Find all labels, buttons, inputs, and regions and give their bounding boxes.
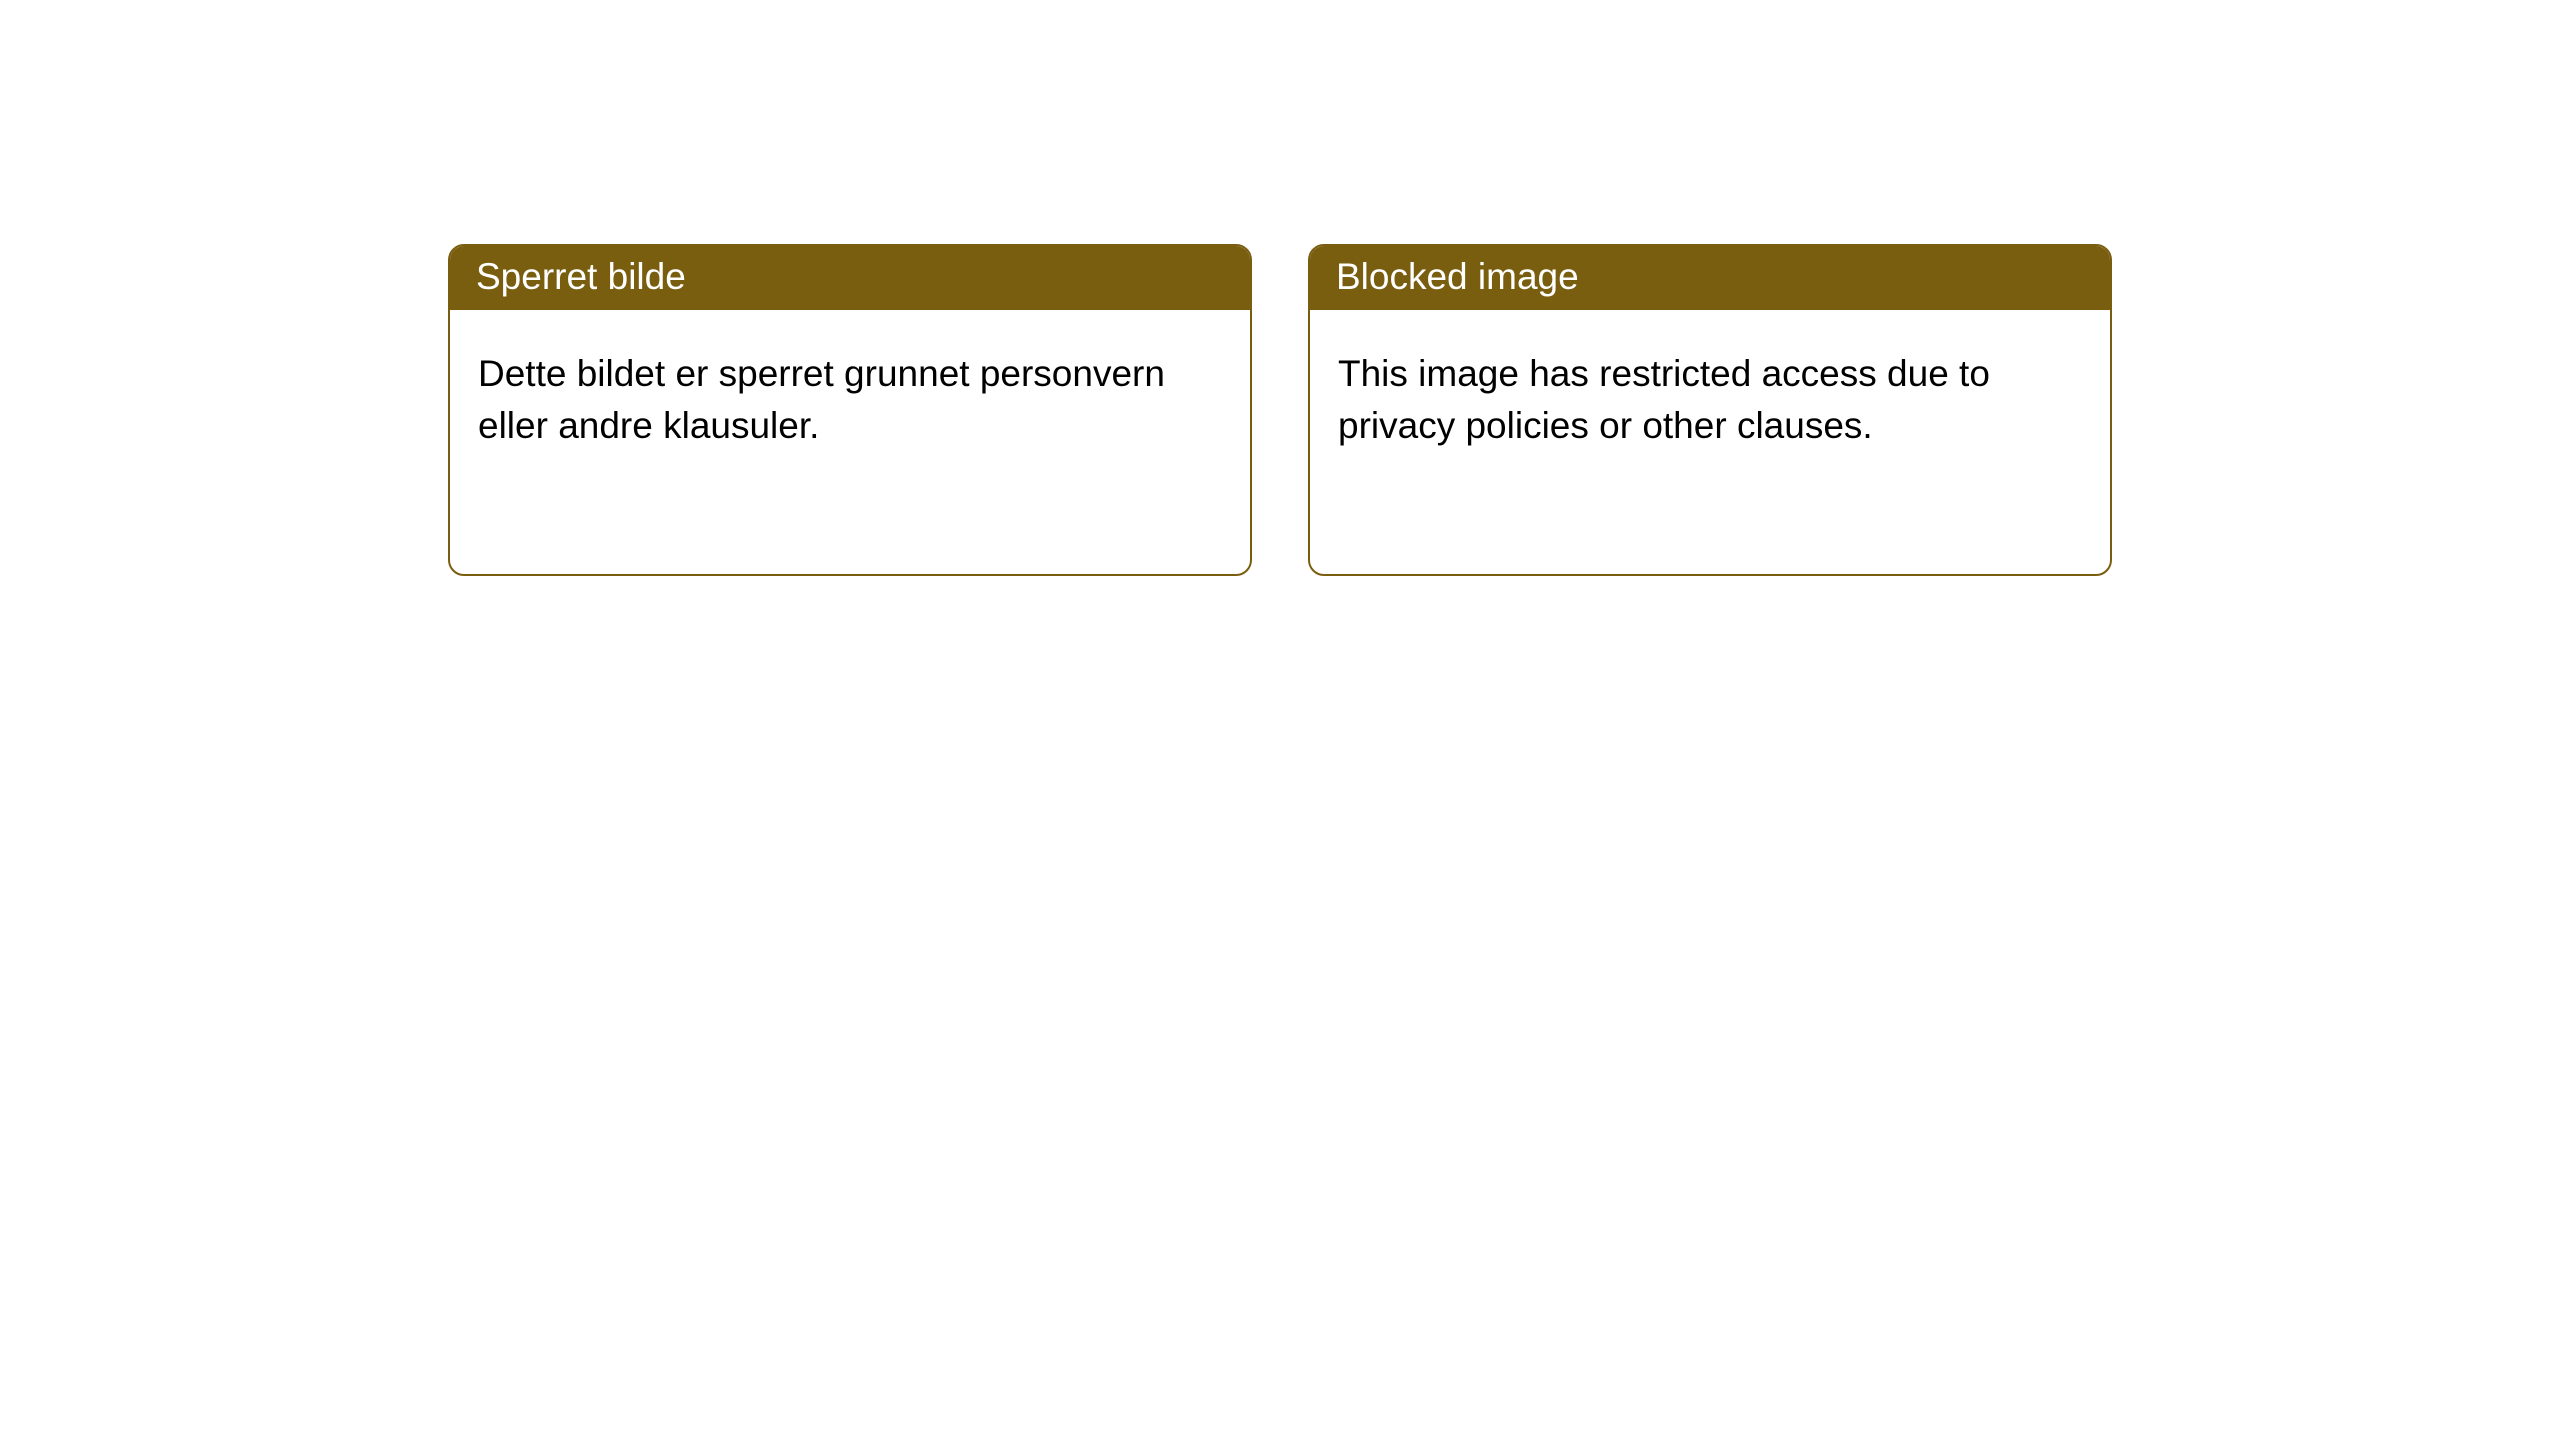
notice-card-english: Blocked image This image has restricted … — [1308, 244, 2112, 576]
card-body: Dette bildet er sperret grunnet personve… — [450, 310, 1250, 490]
notice-card-norwegian: Sperret bilde Dette bildet er sperret gr… — [448, 244, 1252, 576]
card-body: This image has restricted access due to … — [1310, 310, 2110, 490]
card-header: Blocked image — [1310, 246, 2110, 310]
card-message: This image has restricted access due to … — [1338, 353, 1990, 446]
card-title: Sperret bilde — [476, 256, 686, 297]
card-message: Dette bildet er sperret grunnet personve… — [478, 353, 1165, 446]
card-title: Blocked image — [1336, 256, 1579, 297]
notice-container: Sperret bilde Dette bildet er sperret gr… — [0, 0, 2560, 576]
card-header: Sperret bilde — [450, 246, 1250, 310]
